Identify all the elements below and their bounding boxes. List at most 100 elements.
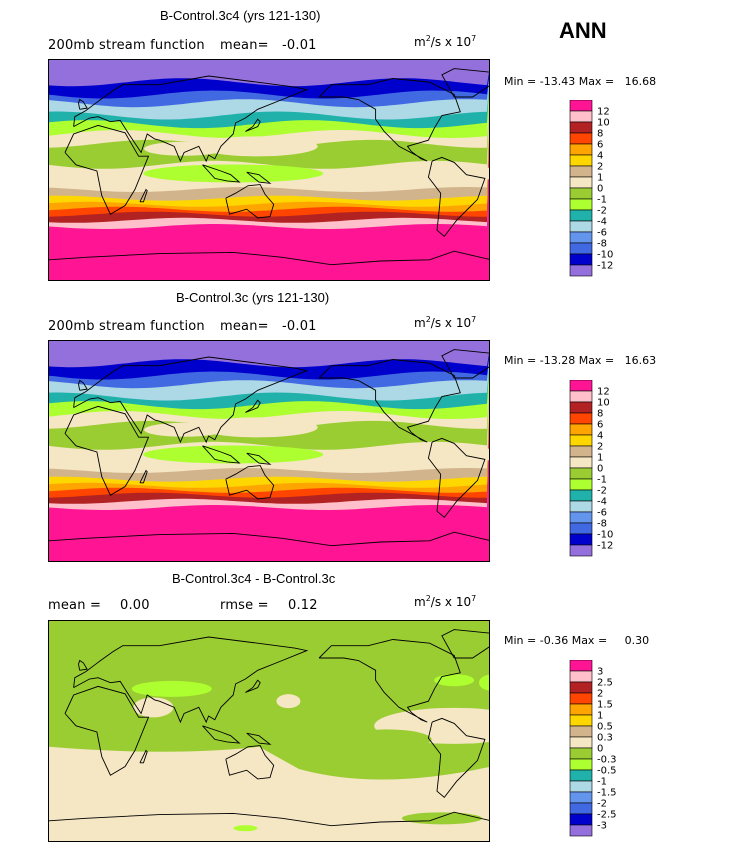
colorbar-label: -10 xyxy=(597,250,613,261)
colorbar-swatch xyxy=(569,813,593,826)
colorbar-swatch xyxy=(569,511,593,524)
contour-fill xyxy=(341,729,432,750)
contour-fill xyxy=(434,674,475,687)
contour-fill xyxy=(401,812,482,825)
colorbar-label: -10 xyxy=(597,530,613,541)
coastline xyxy=(427,717,486,799)
colorbar-label: -1 xyxy=(597,475,607,486)
coastline xyxy=(225,745,275,780)
colorbar-label: 0 xyxy=(597,464,603,475)
colorbar-label: -8 xyxy=(597,519,607,530)
coastline xyxy=(441,349,489,379)
colorbar-swatch xyxy=(569,242,593,255)
colorbar-swatch xyxy=(569,703,593,716)
colorbar-label: 0 xyxy=(597,184,603,195)
colorbar-swatch xyxy=(569,100,593,112)
contour-fill xyxy=(197,136,318,157)
contour-fill xyxy=(144,422,225,437)
colorbar-label: 10 xyxy=(597,398,610,409)
panel-2-minmax: Min = -13.28 Max = 16.63 xyxy=(504,354,657,367)
coastline xyxy=(78,98,88,110)
colorbar-swatch xyxy=(569,198,593,211)
coastline xyxy=(49,531,489,547)
colorbar-label: 2 xyxy=(597,442,603,453)
coastline xyxy=(78,379,88,391)
panel-1-contour-map xyxy=(48,59,490,281)
colorbar-label: 0 xyxy=(597,744,603,755)
panel-2-mean-label: mean= xyxy=(220,319,269,334)
coastline xyxy=(245,679,261,693)
colorbar-label: 8 xyxy=(597,409,603,420)
colorbar-swatch xyxy=(569,478,593,491)
contour-fill xyxy=(49,746,489,841)
colorbar-swatch xyxy=(569,176,593,189)
colorbar-label: 1 xyxy=(597,453,603,464)
panel-3-contour-map xyxy=(48,620,490,842)
colorbar-label: -0.3 xyxy=(597,755,617,766)
colorbar-label: 2 xyxy=(597,162,603,173)
colorbar-label: 6 xyxy=(597,140,603,151)
coastlines xyxy=(49,349,489,547)
panel-3-units: m2/s x 107 xyxy=(414,594,477,609)
colorbar-label: 0.5 xyxy=(597,722,613,733)
colorbar-swatch xyxy=(569,253,593,266)
coastline xyxy=(64,685,150,776)
colorbar-label: -12 xyxy=(597,541,613,552)
colorbar-swatch xyxy=(569,824,593,837)
panel-2-title: B-Control.3c (yrs 121-130) xyxy=(176,290,330,305)
coastline xyxy=(202,445,241,464)
colorbar-label: 4 xyxy=(597,431,603,442)
coastlines xyxy=(49,68,489,266)
coastline xyxy=(225,184,275,219)
season-label: ANN xyxy=(559,18,607,43)
colorbar-label: -1.5 xyxy=(597,788,617,799)
colorbar-swatch xyxy=(569,121,593,134)
coastline xyxy=(246,732,272,745)
colorbar-label: 12 xyxy=(597,387,610,398)
panel-2-mean: -0.01 xyxy=(282,319,317,334)
coastline xyxy=(202,725,241,744)
colorbar-swatch xyxy=(569,220,593,233)
coastline xyxy=(441,68,489,98)
colorbar-swatch xyxy=(569,423,593,436)
colorbar-label: 1 xyxy=(597,711,603,722)
colorbar-swatch xyxy=(569,264,593,277)
colorbar-swatch xyxy=(569,412,593,425)
contour-fill xyxy=(143,445,324,464)
colorbar-swatch xyxy=(569,769,593,782)
coastline xyxy=(73,636,309,724)
colorbar-label: 0.3 xyxy=(597,733,613,744)
panel-3-mean-label: mean = xyxy=(48,598,102,613)
colorbar-swatch xyxy=(569,791,593,804)
coastline xyxy=(246,171,272,184)
colorbar-label: -4 xyxy=(597,217,607,228)
colorbar-swatch xyxy=(569,231,593,244)
colorbar-label: 8 xyxy=(597,129,603,140)
colorbar-label: -6 xyxy=(597,228,607,239)
colorbar-label: -2 xyxy=(597,799,607,810)
colorbar-label: -6 xyxy=(597,508,607,519)
colorbar-label: -2 xyxy=(597,206,607,217)
coastline xyxy=(318,359,461,443)
coastline xyxy=(139,469,148,484)
contour-fill xyxy=(404,165,489,182)
colorbar-swatch xyxy=(569,758,593,771)
colorbar-swatch xyxy=(569,780,593,793)
colorbar-swatch xyxy=(569,714,593,727)
contour-fill xyxy=(131,680,212,697)
panel-1-mean: -0.01 xyxy=(282,38,317,53)
coastline xyxy=(49,811,489,827)
coastline xyxy=(64,405,150,496)
colorbar-swatch xyxy=(569,544,593,557)
colorbar-swatch xyxy=(569,467,593,480)
contour-fill xyxy=(479,674,489,691)
coastlines xyxy=(49,629,489,827)
colorbar-label: 10 xyxy=(597,118,610,129)
panel-2-contour-map xyxy=(48,340,490,562)
panel-1-units: m2/s x 107 xyxy=(414,34,477,49)
colorbar-label: -12 xyxy=(597,261,613,272)
coastline xyxy=(139,188,148,203)
colorbar-label: 6 xyxy=(597,420,603,431)
